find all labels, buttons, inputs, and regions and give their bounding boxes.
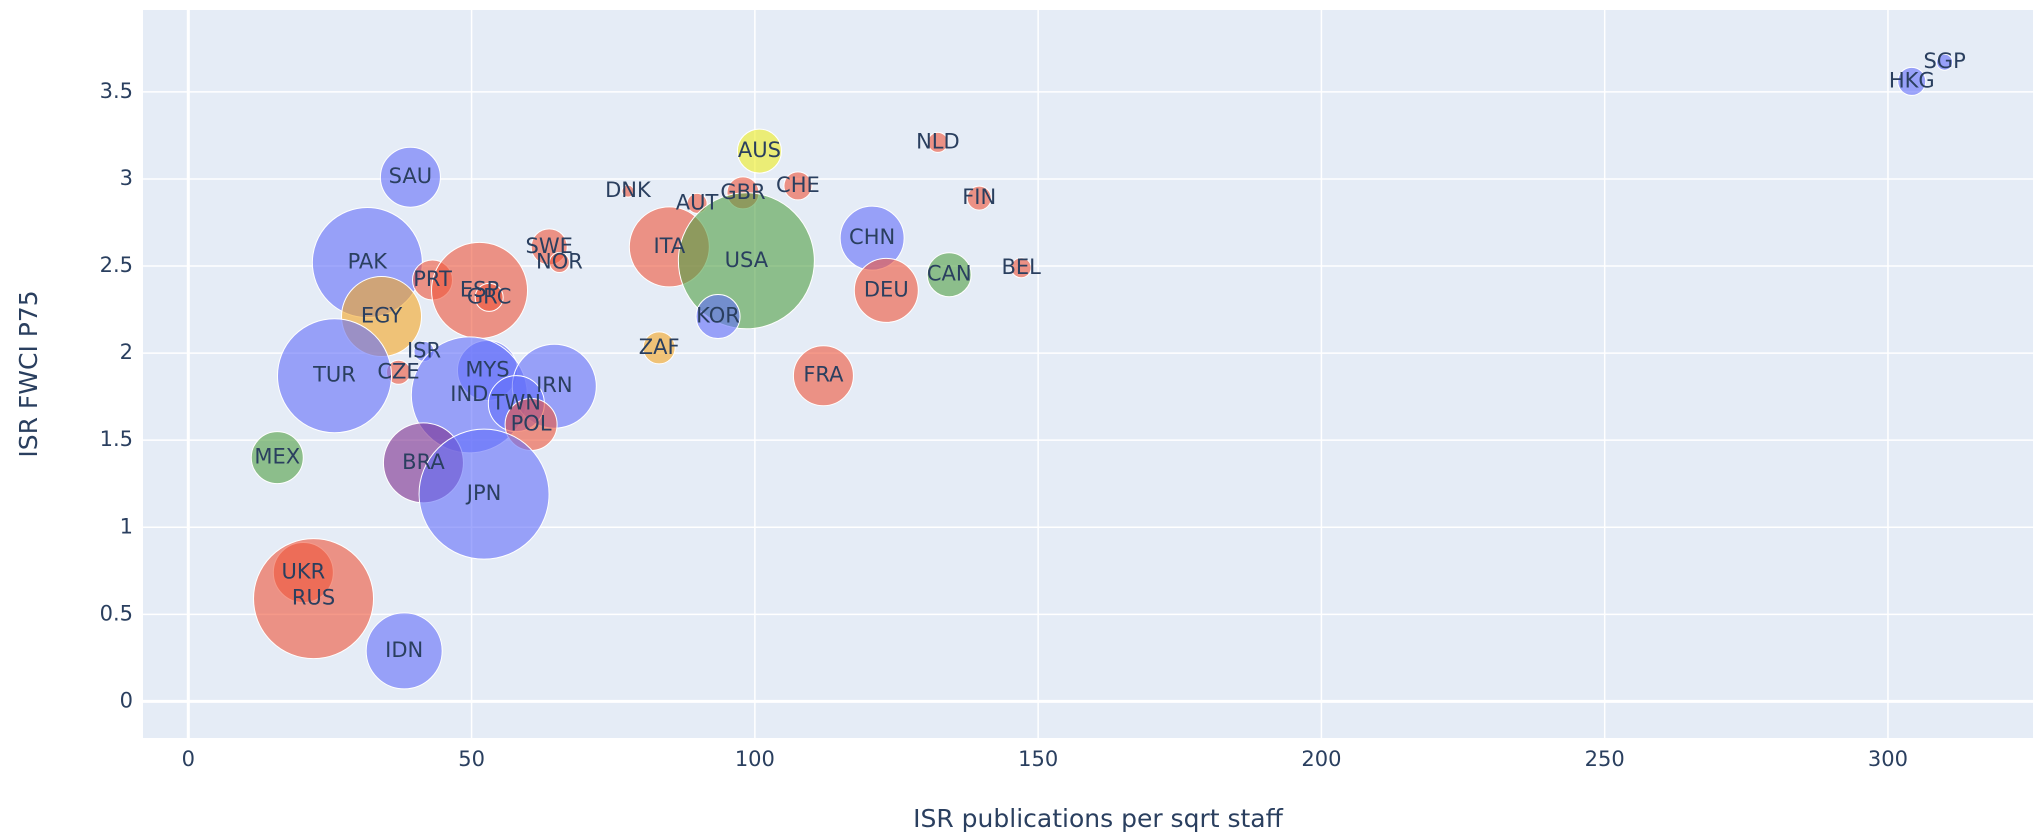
point-label: HKG (1889, 68, 1935, 92)
point-label: CAN (927, 262, 972, 286)
bubble (736, 128, 782, 174)
point-label: PRT (413, 267, 452, 291)
bubble (548, 252, 570, 274)
point-label: MEX (254, 445, 300, 469)
x-tick-label: 100 (735, 747, 775, 771)
bubble (926, 252, 972, 298)
bubble (250, 431, 304, 485)
bubble (379, 146, 441, 208)
point-label: IND (450, 382, 488, 406)
bubble (253, 538, 375, 660)
point-label: BRA (402, 450, 445, 474)
point-label: IRN (536, 373, 573, 397)
point-label: ESP (460, 277, 499, 301)
point-label: DEU (864, 277, 909, 301)
point-label: BEL (1001, 255, 1041, 279)
x-tick-label: 150 (1018, 747, 1058, 771)
bubble (783, 171, 813, 201)
y-tick-label: 1 (120, 514, 133, 538)
point-label: IDN (385, 638, 423, 662)
y-tick-label: 0.5 (100, 601, 133, 625)
point-label: KOR (696, 304, 740, 328)
point-label: GRC (467, 284, 511, 308)
point-label: UKR (281, 560, 325, 584)
point-label: POL (511, 412, 552, 436)
point-label: FRA (803, 363, 844, 387)
point-label: RUS (292, 586, 335, 610)
bubble (1897, 66, 1927, 96)
point-label: FIN (962, 185, 996, 209)
bubble (474, 282, 504, 312)
y-tick-label: 2 (120, 340, 133, 364)
point-label: TUR (312, 363, 356, 387)
bubble (642, 331, 676, 365)
x-tick-label: 0 (182, 747, 195, 771)
bubble (927, 131, 949, 153)
x-tick-label: 300 (1868, 747, 1908, 771)
point-label: EGY (361, 304, 402, 328)
bubble (276, 318, 392, 434)
y-tick-label: 2.5 (100, 253, 133, 277)
bubble (853, 257, 919, 323)
point-label: JPN (465, 481, 502, 505)
bubble (418, 428, 550, 560)
point-label: PAK (348, 250, 389, 274)
y-tick-label: 0 (120, 688, 133, 712)
point-label: ZAF (639, 335, 680, 359)
point-label: CHE (776, 173, 820, 197)
bubble (365, 612, 443, 690)
x-tick-label: 250 (1585, 747, 1625, 771)
bubble (792, 345, 854, 407)
point-label: NOR (536, 250, 583, 274)
bubble (1936, 53, 1954, 71)
y-tick-label: 1.5 (100, 427, 133, 451)
bubble (966, 185, 992, 211)
point-label: SGP (1923, 49, 1965, 73)
point-label: NLD (916, 129, 960, 153)
point-label: ISR (407, 338, 441, 362)
point-label: USA (725, 248, 769, 272)
y-tick-label: 3 (120, 166, 133, 190)
point-label: SWE (526, 234, 573, 258)
x-tick-label: 200 (1301, 747, 1341, 771)
bubble (1010, 257, 1032, 279)
y-tick-label: 3.5 (100, 79, 133, 103)
point-label: SAU (389, 164, 432, 188)
x-axis-title: ISR publications per sqrt staff (913, 804, 1284, 833)
point-label: TWN (491, 391, 541, 415)
y-axis-title: ISR FWCI P75 (14, 290, 43, 457)
x-tick-label: 50 (458, 747, 485, 771)
point-label: GBR (720, 180, 765, 204)
point-label: AUT (676, 190, 719, 214)
point-label: AUS (738, 138, 781, 162)
bubble (621, 184, 635, 198)
point-label: MYS (465, 358, 509, 382)
bubble (695, 294, 741, 340)
point-label: DNK (605, 178, 652, 202)
point-label: CZE (377, 359, 419, 383)
point-label: CHN (849, 225, 895, 249)
point-label: ITA (653, 234, 685, 258)
